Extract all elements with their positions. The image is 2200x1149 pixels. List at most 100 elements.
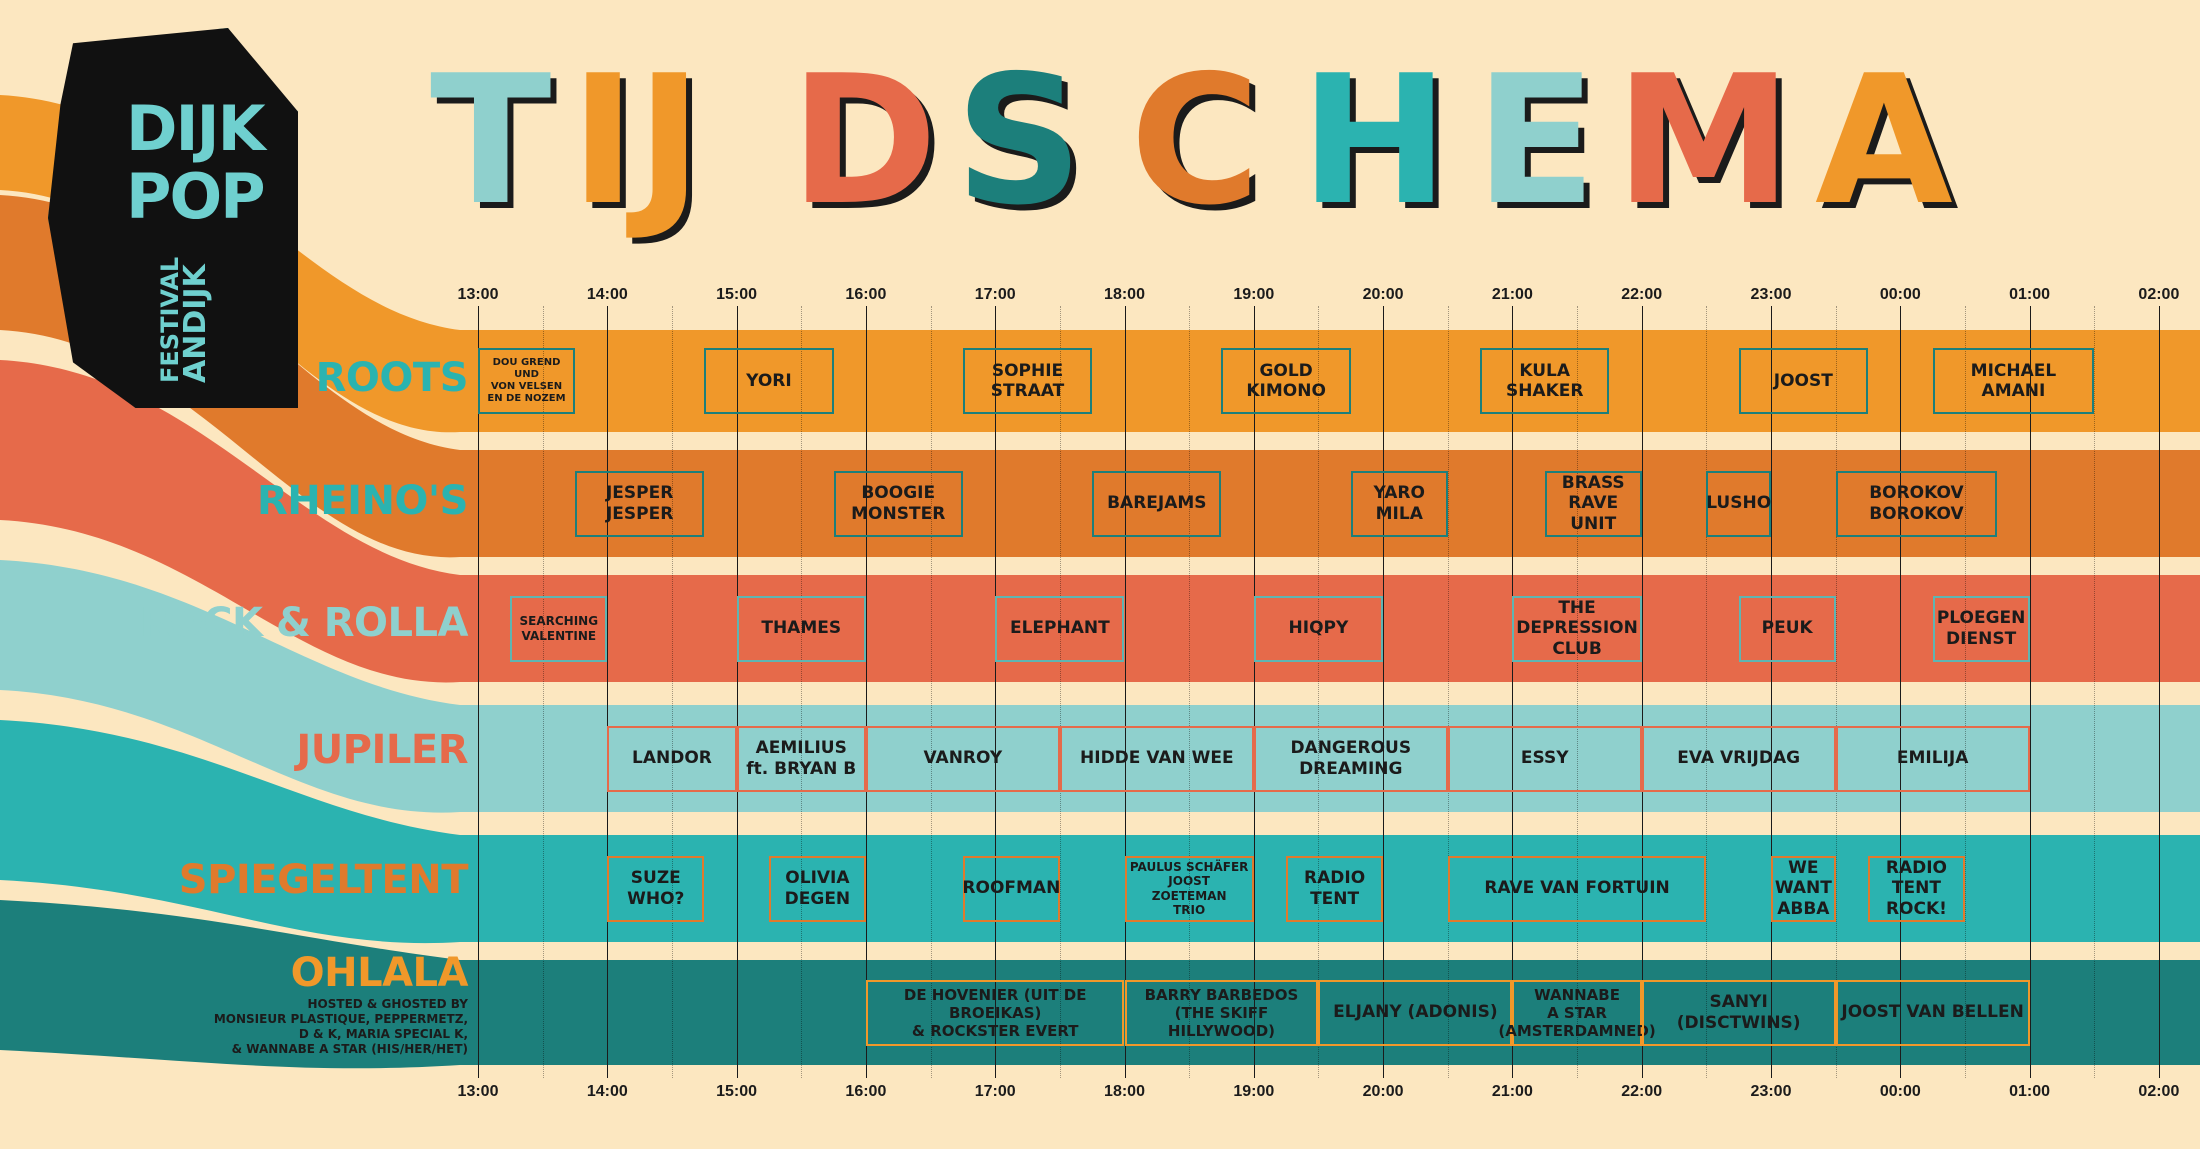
act-block: YORI <box>704 348 834 414</box>
time-label-top: 21:00 <box>1491 286 1533 303</box>
title-letter: T <box>430 37 552 244</box>
dijkpop-logo: DIJK POP FESTIVAL ANDIJK <box>48 28 308 413</box>
title-letter: S <box>955 37 1084 244</box>
act-block: HIQPY <box>1253 595 1384 662</box>
hour-gridline <box>736 306 738 1078</box>
time-label-bottom: 23:00 <box>1750 1083 1792 1100</box>
time-label-top: 17:00 <box>974 286 1016 303</box>
act-block: BARRY BARBEDOS (THE SKIFF HILLYWOOD) <box>1124 979 1319 1046</box>
act-block: PEUK <box>1738 595 1836 662</box>
act-block: LUSHO <box>1706 470 1771 537</box>
time-label-top: 16:00 <box>845 286 887 303</box>
hour-gridline <box>1641 306 1643 1078</box>
logo-badge <box>48 28 298 408</box>
time-label-top: 18:00 <box>1104 286 1145 303</box>
act-block: JESPER JESPER <box>574 470 705 537</box>
hour-gridline <box>1512 306 1514 1078</box>
logo-wordmark-dijk: DIJK <box>126 92 266 165</box>
time-label-bottom: 13:00 <box>457 1083 499 1100</box>
hour-gridline <box>865 306 867 1078</box>
act-block: ELEPHANT <box>995 595 1125 662</box>
stage-band-jupiler <box>0 560 2200 813</box>
time-label-top: 15:00 <box>716 286 758 303</box>
act-block: DOU GREND UND VON VELSEN EN DE NOZEM <box>478 348 575 414</box>
title-letter: IJ <box>570 37 703 244</box>
hour-gridline <box>478 306 479 1078</box>
time-label-bottom: 18:00 <box>1104 1083 1145 1100</box>
hour-gridline <box>1383 306 1385 1078</box>
act-block: SOPHIE STRAAT <box>962 348 1093 414</box>
time-label-bottom: 16:00 <box>845 1083 887 1100</box>
act-block: YARO MILA <box>1350 470 1448 537</box>
hour-gridline <box>1253 306 1255 1078</box>
act-block: PLOEGEN DIENST <box>1932 595 2030 662</box>
title-letter: M <box>1615 37 1793 244</box>
stage-label-rheinos: RHEINO'S <box>256 478 469 524</box>
hour-gridline <box>2029 306 2031 1078</box>
time-label-top: 13:00 <box>457 286 499 303</box>
act-block: WANNABE A STAR (AMSTERDAMNED) <box>1498 979 1656 1046</box>
stage-band-roots <box>0 95 2200 433</box>
time-label-bottom: 19:00 <box>1233 1083 1275 1100</box>
stage-label-roots: ROOTS <box>315 355 469 401</box>
stage-label-jupiler: JUPILER <box>296 727 468 773</box>
act-block: BOOGIE MONSTER <box>833 470 963 537</box>
time-label-bottom: 22:00 <box>1621 1083 1663 1100</box>
act-block: VANROY <box>865 725 1060 792</box>
time-label-bottom: 17:00 <box>974 1083 1016 1100</box>
time-label-top: 20:00 <box>1362 286 1404 303</box>
time-label-bottom: 15:00 <box>716 1083 758 1100</box>
time-label-bottom: 00:00 <box>1879 1083 1921 1100</box>
time-label-bottom: 20:00 <box>1362 1083 1404 1100</box>
hour-gridline <box>1900 306 1902 1078</box>
title-letter: A <box>1815 37 1953 244</box>
time-label-top: 22:00 <box>1621 286 1663 303</box>
act-block: WE WANT ABBA <box>1771 855 1836 922</box>
half-hour-gridline <box>1577 306 1579 1078</box>
act-block: RADIO TENT <box>1286 855 1384 922</box>
act-block: SEARCHING VALENTINE <box>510 595 608 662</box>
act-block: GOLD KIMONO <box>1221 348 1351 414</box>
act-block: EVA VRIJDAG <box>1641 725 1836 792</box>
logo-andijk-text: ANDIJK <box>178 264 213 383</box>
stage-host-note: HOSTED & GHOSTED BY MONSIEUR PLASTIQUE, … <box>213 997 468 1056</box>
time-label-top: 02:00 <box>2138 286 2180 303</box>
time-label-top: 14:00 <box>586 286 628 303</box>
half-hour-gridline <box>2094 306 2096 1078</box>
time-label-bottom: 01:00 <box>2009 1083 2051 1100</box>
stage-band-ohlala <box>0 900 2200 1069</box>
act-block: MICHAEL AMANI <box>1932 348 2095 414</box>
hour-gridline <box>1771 306 1772 1078</box>
half-hour-gridline <box>801 306 803 1078</box>
half-hour-gridline <box>930 306 932 1078</box>
half-hour-gridline <box>1447 306 1449 1078</box>
hour-gridline <box>1124 306 1126 1078</box>
act-block: DANGEROUS DREAMING <box>1253 725 1448 792</box>
stage-band-spiegeltent <box>0 720 2200 944</box>
hour-gridline <box>607 306 609 1078</box>
logo-wordmark-pop: POP <box>126 160 266 233</box>
title-letter: C <box>1130 37 1261 244</box>
act-block: ROOFMAN <box>962 855 1060 922</box>
half-hour-gridline <box>1706 306 1708 1078</box>
act-block: PAULUS SCHÄFER JOOST ZOETEMAN TRIO <box>1124 855 1254 922</box>
act-block: DE HOVENIER (UIT DE BROEIKAS) & ROCKSTER… <box>865 979 1125 1046</box>
half-hour-gridline <box>671 306 673 1078</box>
half-hour-gridline <box>1318 306 1320 1078</box>
act-block: BOROKOV BOROKOV <box>1835 470 1998 537</box>
half-hour-gridline <box>1964 306 1966 1078</box>
act-block: RAVE VAN FORTUIN <box>1447 855 1707 922</box>
act-block: SANYI (DISCTWINS) <box>1641 979 1836 1046</box>
act-block: EMILIJA <box>1835 725 2030 792</box>
act-block: AEMILIUS ft. BRYAN B <box>736 725 866 792</box>
time-label-bottom: 14:00 <box>586 1083 628 1100</box>
act-block: THAMES <box>736 595 866 662</box>
title-letter: D <box>790 37 938 244</box>
time-label-top: 19:00 <box>1233 286 1275 303</box>
half-hour-gridline <box>1189 306 1191 1078</box>
act-block: ELJANY (ADONIS) <box>1318 979 1513 1046</box>
time-label-bottom: 21:00 <box>1491 1083 1533 1100</box>
act-block: OLIVIA DEGEN <box>768 855 866 922</box>
act-block: JOOST <box>1738 348 1868 414</box>
